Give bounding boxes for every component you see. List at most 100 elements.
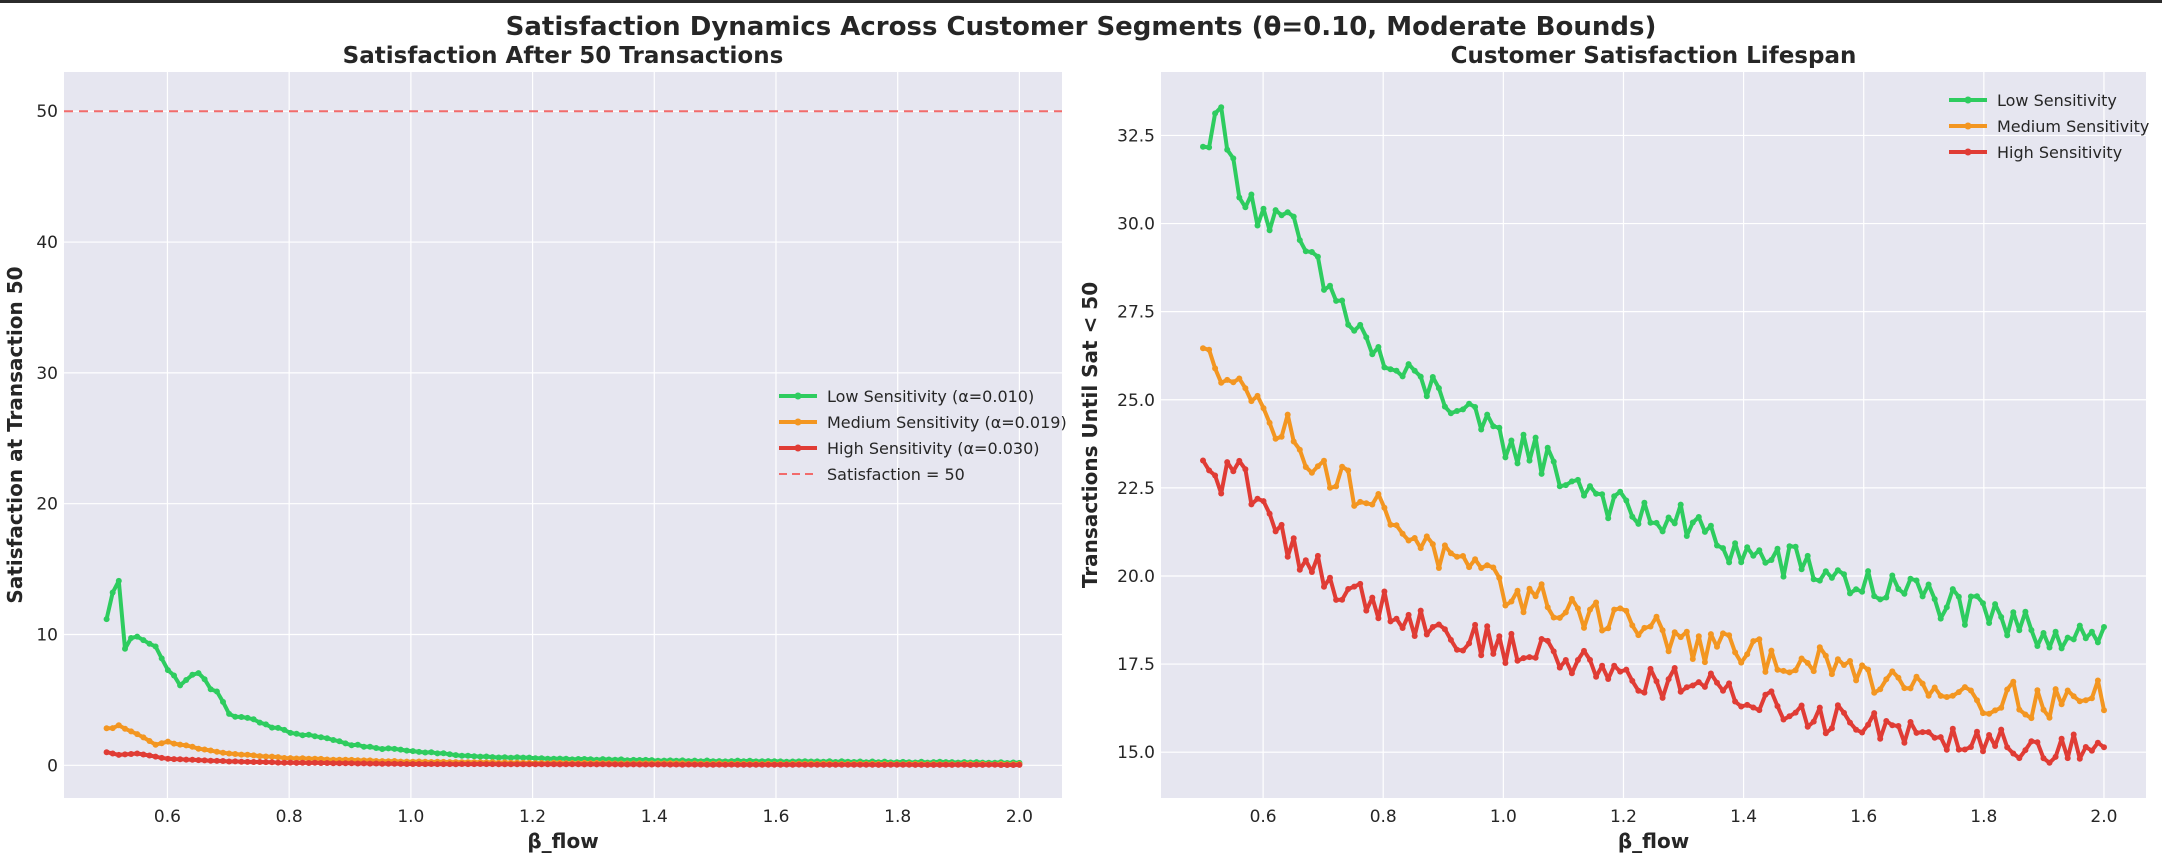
data-point <box>1212 110 1219 117</box>
data-point <box>1562 482 1569 489</box>
data-point <box>863 761 870 768</box>
data-point <box>299 732 306 739</box>
data-point <box>1847 719 1853 726</box>
data-point <box>1986 710 1993 717</box>
data-point <box>1357 580 1364 587</box>
data-point <box>489 754 496 761</box>
data-point <box>740 761 747 768</box>
data-point <box>930 761 937 768</box>
data-point <box>759 761 766 768</box>
data-point <box>1889 572 1896 579</box>
data-point <box>1992 707 1999 714</box>
figure-suptitle: Satisfaction Dynamics Across Customer Se… <box>506 12 1657 42</box>
data-point <box>195 670 202 677</box>
data-point <box>1689 656 1696 662</box>
data-point <box>2082 697 2089 704</box>
data-point <box>1574 476 1581 483</box>
data-point <box>232 758 239 765</box>
panel-satisfaction-lifespan: 0.6 0.8 1.0 1.2 1.4 1.6 1.8 2.0 15.0 17.5 20.0 22.5… <box>1078 43 2149 853</box>
data-point <box>1248 501 1255 508</box>
x-tick-label: 0.8 <box>276 807 303 827</box>
data-point <box>1913 577 1920 584</box>
data-point <box>1871 689 1878 696</box>
data-point <box>483 753 490 760</box>
data-point <box>1967 593 1974 600</box>
data-point <box>152 741 159 748</box>
data-point <box>1859 729 1866 736</box>
data-point <box>1907 719 1914 725</box>
panel-title: Customer Satisfaction Lifespan <box>1451 43 1857 69</box>
data-point <box>299 759 306 766</box>
y-tick-label: 32.5 <box>1117 126 1155 146</box>
data-point <box>514 754 521 761</box>
data-point <box>1218 379 1225 386</box>
data-point <box>612 761 619 768</box>
data-point <box>2022 711 2029 718</box>
data-point <box>2046 714 2053 721</box>
data-point <box>2040 630 2047 636</box>
data-point <box>1556 614 1563 621</box>
data-point <box>1266 510 1273 517</box>
data-point <box>195 745 202 752</box>
data-point <box>1677 501 1684 508</box>
data-point <box>269 753 275 760</box>
data-point <box>1816 704 1823 711</box>
data-point <box>1369 501 1376 508</box>
data-point <box>556 755 563 762</box>
data-point <box>1538 470 1545 477</box>
data-point <box>893 761 900 768</box>
data-point <box>2101 744 2107 751</box>
x-tick-label: 0.8 <box>1370 807 1397 827</box>
data-point <box>556 761 563 768</box>
data-point <box>1290 535 1297 542</box>
data-point <box>1599 627 1606 634</box>
data-point <box>397 746 404 753</box>
data-point <box>1242 204 1249 211</box>
data-point <box>900 761 906 768</box>
y-axis-label: Satisfaction at Transaction 50 <box>3 266 27 603</box>
data-point <box>1847 590 1853 597</box>
data-point <box>526 754 533 761</box>
legend-label: High Sensitivity (α=0.030) <box>827 439 1039 458</box>
data-point <box>275 724 282 731</box>
data-point <box>299 755 306 762</box>
data-point <box>134 633 141 640</box>
data-point <box>244 714 251 721</box>
data-point <box>1478 426 1485 433</box>
data-point <box>324 735 331 742</box>
data-point <box>122 725 128 732</box>
data-point <box>1762 668 1769 675</box>
data-point <box>1423 533 1430 540</box>
data-point <box>912 761 919 768</box>
data-point <box>949 761 955 768</box>
data-point <box>1417 545 1424 552</box>
data-point <box>1466 640 1473 647</box>
data-point <box>195 757 202 764</box>
data-point <box>795 761 802 768</box>
data-point <box>599 761 606 768</box>
data-point <box>207 747 214 754</box>
data-point <box>1980 600 1986 607</box>
data-point <box>2034 739 2041 746</box>
data-point <box>1429 374 1436 380</box>
data-point <box>1308 249 1315 255</box>
data-point <box>1780 667 1787 674</box>
data-point <box>1260 405 1267 412</box>
data-point <box>1714 542 1720 549</box>
data-point <box>183 756 190 763</box>
data-point <box>1659 528 1666 535</box>
data-point <box>391 760 398 767</box>
data-point <box>1907 685 1914 692</box>
data-point <box>1381 504 1388 511</box>
data-point <box>1822 568 1829 575</box>
data-point <box>489 761 496 768</box>
data-point <box>1720 630 1726 637</box>
data-point <box>1496 424 1503 431</box>
data-point <box>1931 734 1938 741</box>
data-point <box>1550 458 1557 465</box>
data-point <box>2064 634 2071 641</box>
panel-satisfaction-after-50: 0.6 0.8 1.0 1.2 1.4 1.6 1.8 2.0 0 10 20 30 40 50 Satis… <box>3 43 1067 853</box>
y-tick-label: 20 <box>36 495 58 515</box>
data-point <box>1574 657 1581 663</box>
